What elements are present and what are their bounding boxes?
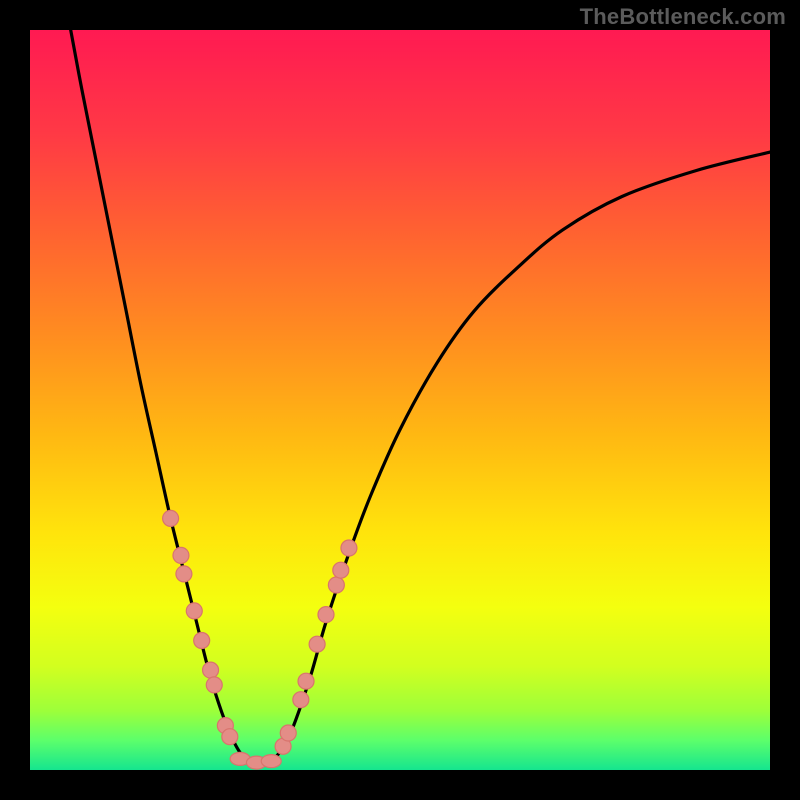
data-marker <box>298 673 314 689</box>
data-marker <box>194 633 210 649</box>
data-marker <box>333 562 349 578</box>
data-marker <box>318 607 334 623</box>
gradient-background <box>30 30 770 770</box>
data-marker <box>186 603 202 619</box>
data-marker <box>222 729 238 745</box>
chart-stage: TheBottleneck.com <box>0 0 800 800</box>
data-marker <box>203 662 219 678</box>
watermark-label: TheBottleneck.com <box>580 4 786 30</box>
data-marker <box>293 692 309 708</box>
data-marker <box>206 677 222 693</box>
data-marker <box>309 636 325 652</box>
data-marker <box>341 540 357 556</box>
data-marker <box>173 547 189 563</box>
data-marker <box>163 510 179 526</box>
chart-svg <box>0 0 800 800</box>
data-marker <box>328 577 344 593</box>
data-marker <box>176 566 192 582</box>
data-marker-flat <box>261 755 281 768</box>
data-marker <box>280 725 296 741</box>
